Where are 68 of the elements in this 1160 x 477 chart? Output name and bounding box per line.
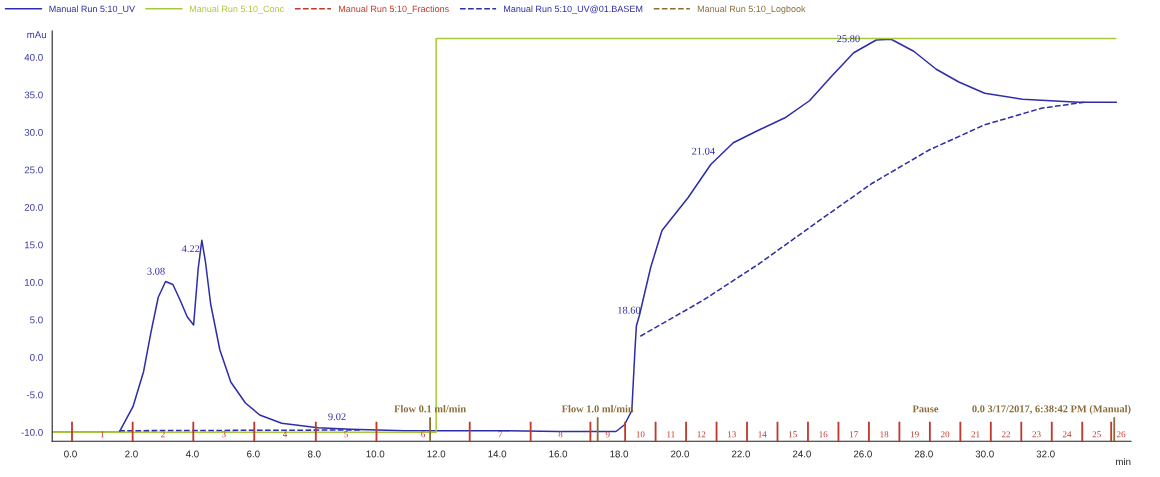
x-tick-label: 28.0	[914, 450, 933, 458]
x-tick-label: 14.0	[488, 450, 507, 458]
annotation: 3.08	[147, 267, 165, 275]
x-tick-label: 30.0	[975, 450, 994, 458]
annotation: 3	[221, 431, 226, 438]
x-tick-label: 4.0	[185, 450, 199, 458]
x-tick-label: 12.0	[427, 450, 446, 458]
annotation: 18	[880, 431, 889, 438]
annotation: 5	[344, 431, 349, 438]
x-tick-label: 16.0	[549, 450, 568, 458]
y-tick-label: 5.0	[30, 316, 43, 324]
annotation: 21.04	[692, 147, 715, 155]
x-tick-label: 8.0	[307, 450, 321, 458]
annotation: 9.02	[328, 413, 346, 421]
annotation: 8	[558, 431, 563, 438]
legend-label: Manual Run 5:10_Logbook	[697, 5, 806, 14]
annotation: 21	[971, 431, 980, 438]
y-tick-label: 10.0	[24, 278, 43, 286]
annotation: Pause	[912, 405, 939, 413]
annotation: 4	[282, 431, 288, 438]
annotation: 11	[667, 431, 675, 438]
annotation: 12	[697, 431, 706, 438]
annotation: 26	[1116, 431, 1126, 438]
x-tick-label: 20.0	[671, 450, 690, 458]
y-tick-label: 20.0	[24, 203, 43, 211]
annotation: 10	[636, 431, 645, 438]
x-tick-label: 32.0	[1036, 450, 1055, 458]
y-tick-label: 15.0	[24, 241, 43, 249]
annotation: 9	[605, 431, 610, 438]
x-axis-title: min	[1115, 457, 1131, 465]
annotation: 25	[1092, 431, 1101, 438]
x-tick-label: 22.0	[731, 450, 751, 458]
y-tick-label: 0.0	[30, 353, 43, 361]
annotation: 19	[910, 431, 919, 438]
annotation: 17	[849, 431, 858, 438]
annotation: 22	[1001, 431, 1011, 438]
x-tick-label: 2.0	[125, 450, 138, 458]
annotation: 24	[1062, 431, 1072, 438]
annotation: 20	[940, 431, 950, 438]
annotation: 6	[421, 431, 426, 438]
x-tick-label: 18.0	[610, 450, 629, 458]
x-tick-label: 26.0	[853, 450, 872, 458]
annotation: 14	[758, 431, 767, 438]
x-tick-label: 24.0	[792, 450, 811, 458]
y-tick-label: 35.0	[24, 91, 43, 99]
annotation: 4.22	[181, 245, 200, 253]
y-tick-label: 30.0	[24, 128, 43, 136]
legend-label: Manual Run 5:10_UV	[49, 5, 136, 14]
annotation: 0.0 3/17/2017, 6:38:42 PM (Manual)	[972, 405, 1131, 415]
annotation: 16	[819, 431, 828, 438]
legend-label: Manual Run 5:10_UV@01.BASEM	[504, 5, 643, 14]
y-tick-label: -10.0	[21, 428, 43, 436]
annotation: 18.60	[618, 306, 641, 314]
legend-label: Manual Run 5:10_Conc	[189, 5, 284, 14]
y-axis-title: mAu	[27, 31, 46, 39]
legend-label: Manual Run 5:10_Fractions	[338, 5, 449, 14]
x-tick-label: 0.0	[64, 450, 77, 458]
annotation: 23	[1032, 431, 1041, 438]
annotation: 13	[728, 431, 736, 438]
annotation: 2	[161, 431, 165, 438]
x-tick-label: 10.0	[366, 450, 385, 458]
annotation: 7	[498, 431, 503, 438]
annotation: 1	[100, 431, 105, 438]
y-tick-label: 40.0	[24, 53, 43, 61]
annotation: 15	[789, 431, 797, 438]
y-tick-label: 25.0	[24, 166, 43, 174]
x-tick-label: 6.0	[247, 450, 260, 458]
y-tick-label: -5.0	[26, 391, 43, 399]
